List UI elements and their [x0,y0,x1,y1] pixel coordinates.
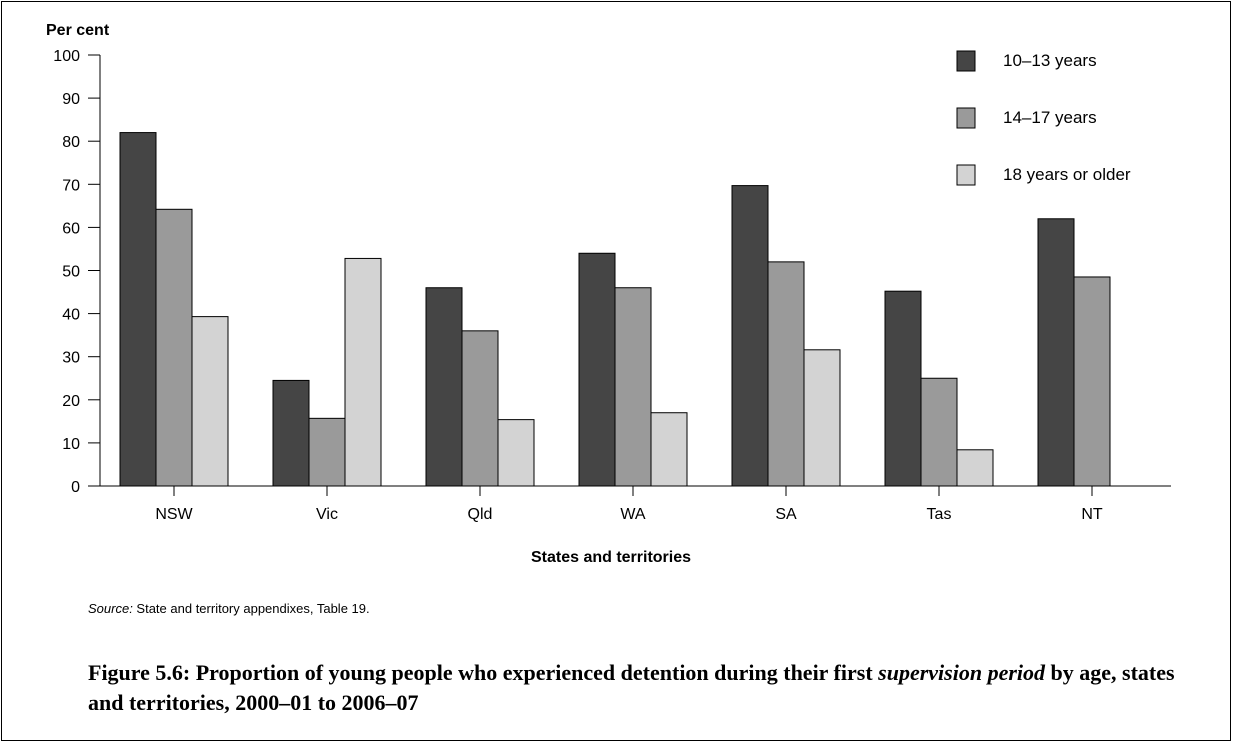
x-tick-label: SA [775,506,797,523]
x-tick-label: Vic [316,506,338,523]
bar [273,380,309,486]
bar [732,186,768,486]
legend-label: 10–13 years [1003,51,1097,70]
bar-chart: Per cent 0 10 20 30 40 50 60 70 80 90 100 NSW Vic Qld W… [2,2,1232,592]
bar [921,378,957,486]
y-tick-label: 20 [62,393,80,410]
legend-label: 18 years or older [1003,165,1131,184]
bar [498,420,534,486]
x-tick-label: WA [620,506,646,523]
figure-caption: Figure 5.6: Proportion of young people w… [88,658,1188,718]
x-axis-label: States and territories [531,549,691,566]
y-axis-label: Per cent [46,22,110,39]
bar [1074,277,1110,486]
x-tick-label: NT [1081,506,1103,523]
legend-swatch [957,108,975,128]
legend-swatch [957,51,975,71]
bar [579,253,615,486]
bar [345,258,381,486]
bar [957,450,993,486]
x-tick-label: Tas [927,506,952,523]
x-tick-label: NSW [155,506,193,523]
bar [462,331,498,486]
x-tick-label: Qld [468,506,493,523]
y-tick-label: 60 [62,220,80,237]
source-label: Source: [88,601,133,616]
bar [804,350,840,486]
y-tick-label: 30 [62,350,80,367]
y-tick-label: 0 [71,479,80,496]
bar [615,288,651,486]
source-text: State and territory appendixes, Table 19… [133,601,370,616]
y-tick-label: 50 [62,264,80,281]
bar [426,288,462,486]
bar [885,291,921,486]
y-tick-label: 100 [53,48,80,65]
bar [120,133,156,486]
y-tick-label: 80 [62,134,80,151]
bar [156,209,192,486]
caption-italic: supervision period [878,660,1045,685]
y-tick-label: 90 [62,91,80,108]
bar [1038,219,1074,486]
bar [651,413,687,486]
source-note: Source: State and territory appendixes, … [88,601,370,616]
bar [192,317,228,486]
bar [309,418,345,486]
legend-label: 14–17 years [1003,108,1097,127]
y-tick-label: 70 [62,177,80,194]
y-tick-label: 40 [62,307,80,324]
bar [768,262,804,486]
caption-part-1: Figure 5.6: Proportion of young people w… [88,660,878,685]
legend-swatch [957,165,975,185]
y-tick-label: 10 [62,436,80,453]
